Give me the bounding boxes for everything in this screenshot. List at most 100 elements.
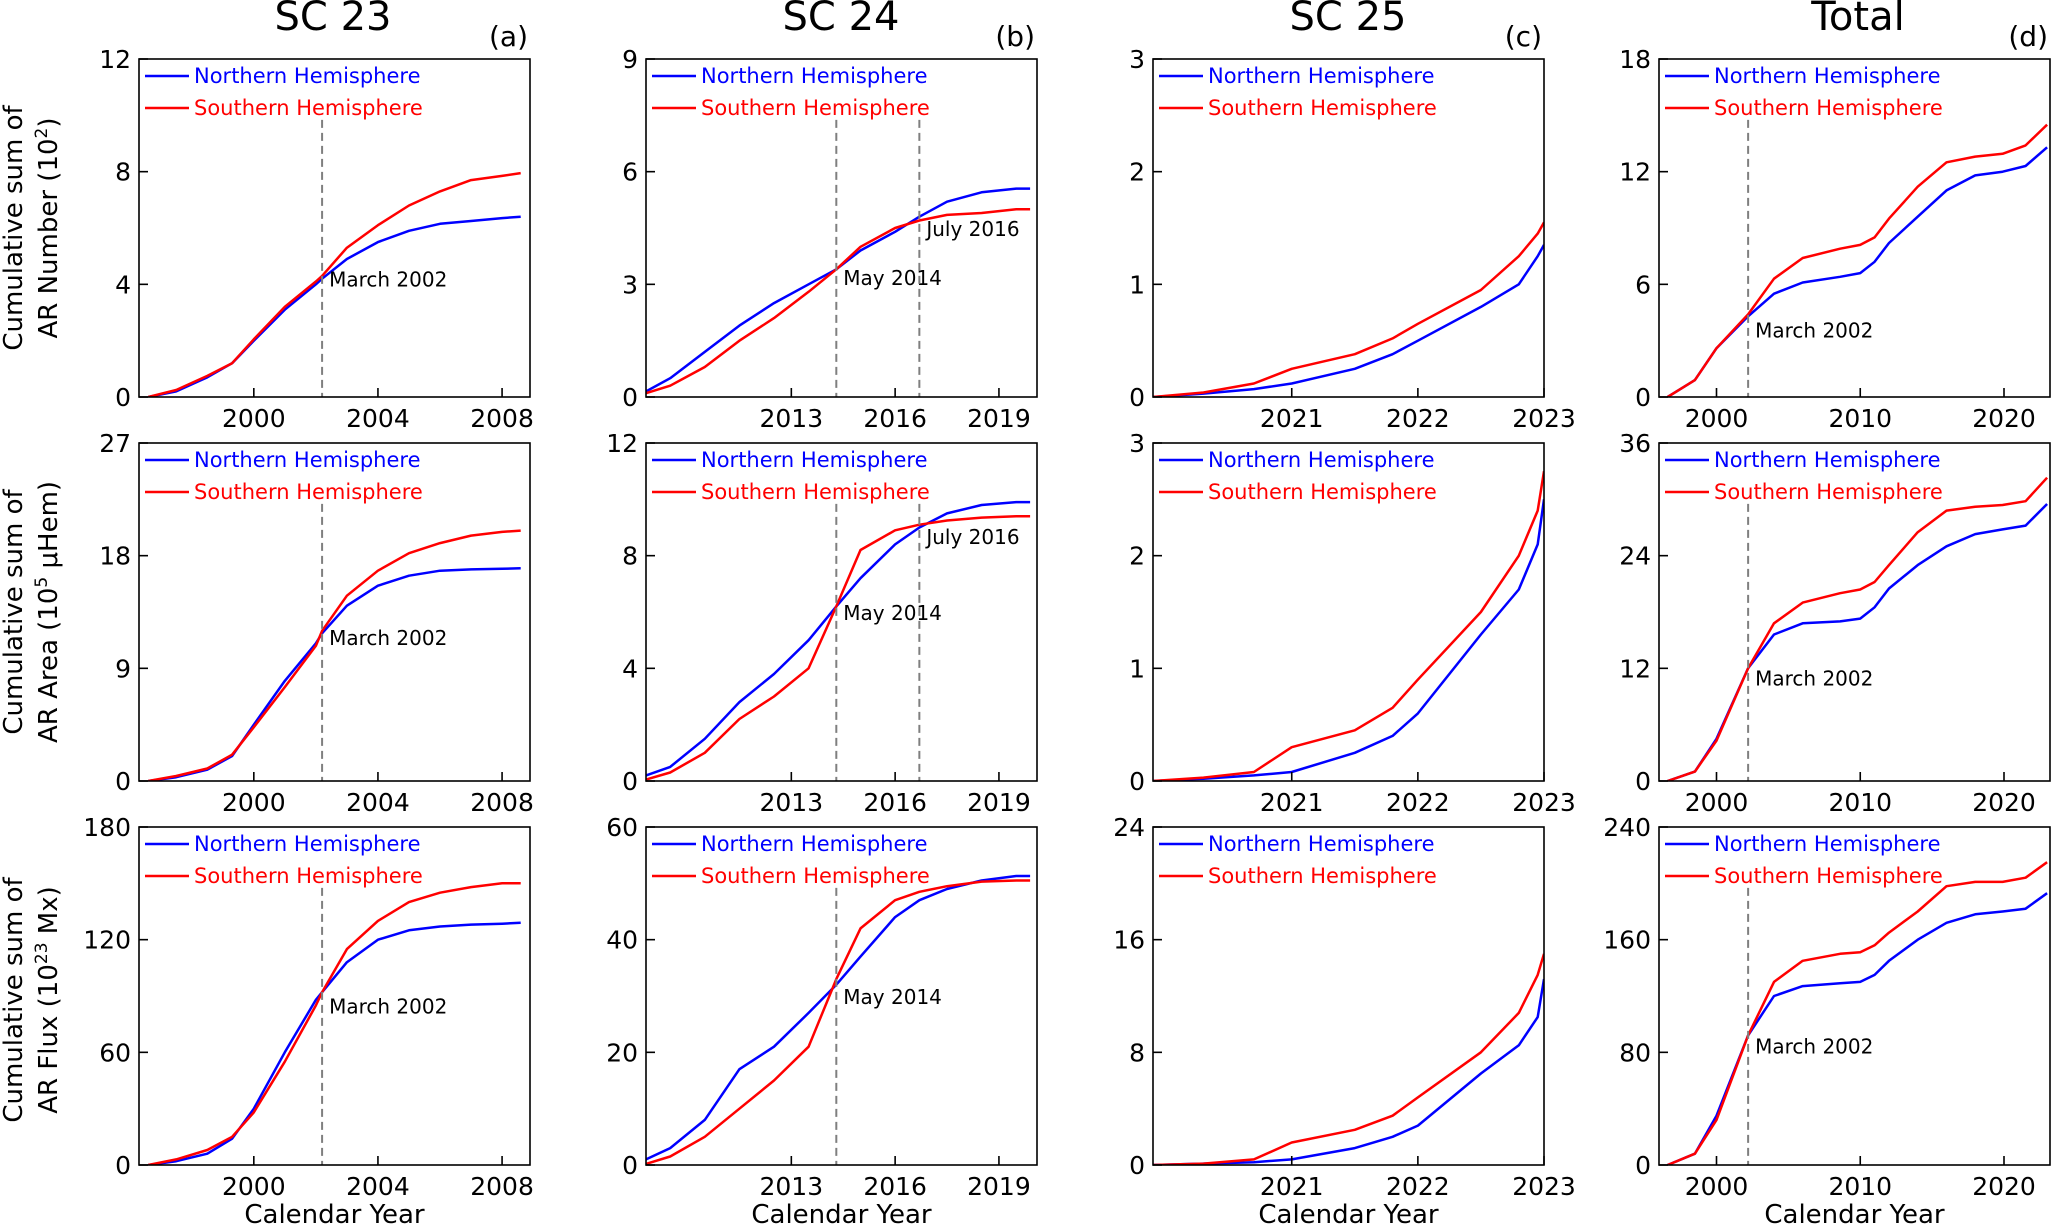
- y-tick-label: 80: [1619, 1038, 1651, 1067]
- series-line-north: [1153, 978, 1544, 1165]
- x-axis-label: Calendar Year: [244, 1200, 425, 1226]
- y-tick-label: 8: [115, 158, 131, 187]
- legend-label-north: Northern Hemisphere: [1714, 448, 1941, 472]
- panel-sc25-flux: 0 8 16 24 2021 2022 2023 Calendar Year Northern …: [1113, 813, 1576, 1226]
- marker-label: March 2002: [329, 626, 447, 650]
- series-line-north: [1666, 146, 2048, 397]
- ylabel-area-unit: μHem): [34, 481, 64, 577]
- marker-label: July 2016: [924, 525, 1019, 549]
- x-tick-label: 2019: [967, 1172, 1031, 1201]
- y-tick-label: 240: [1603, 813, 1651, 842]
- y-tick-label: 0: [1635, 767, 1651, 796]
- y-tick-label: 18: [1619, 45, 1651, 74]
- column-title-sc23: SC 23: [275, 0, 392, 40]
- y-tick-label: 24: [1113, 813, 1145, 842]
- series-line-south: [1153, 471, 1544, 781]
- series-line-south: [1153, 953, 1544, 1165]
- marker-label: May 2014: [843, 601, 942, 625]
- ylabel-number-line1: Cumulative sum of: [0, 104, 29, 350]
- ylabel-flux-line2: AR Flux (1023 Mx): [32, 886, 64, 1114]
- y-tick-label: 3: [1129, 45, 1145, 74]
- axes-frame: [138, 826, 531, 1166]
- column-title-sc25: SC 25: [1290, 0, 1407, 40]
- y-tick-label: 12: [606, 429, 638, 458]
- x-axis-label: Calendar Year: [1258, 1200, 1439, 1226]
- ylabel-number-exponent: 2: [32, 128, 52, 139]
- ylabel-flux-exponent: 23: [32, 942, 52, 964]
- legend-label-south: Southern Hemisphere: [1208, 96, 1437, 120]
- y-tick-label: 9: [622, 45, 638, 74]
- y-tick-label: 24: [1619, 542, 1651, 571]
- x-tick-label: 2010: [1828, 1172, 1892, 1201]
- legend-label-north: Northern Hemisphere: [1208, 448, 1435, 472]
- x-tick-label: 2004: [346, 1172, 410, 1201]
- x-tick-label: 2013: [760, 1172, 824, 1201]
- panel-total-area: March 2002 0 12 24 36 2000 2010 2020 Northern He…: [1619, 429, 2051, 817]
- marker-label: July 2016: [924, 217, 1019, 241]
- ylabel-area-line1: Cumulative sum of: [0, 488, 29, 734]
- axes-frame: [1658, 58, 2051, 398]
- y-tick-label: 27: [99, 429, 131, 458]
- y-tick-label: 0: [622, 767, 638, 796]
- series-line-north: [646, 187, 1031, 393]
- x-tick-label: 2021: [1260, 788, 1324, 817]
- column-title-total: Total: [1810, 0, 1904, 40]
- x-tick-label: 2008: [470, 404, 534, 433]
- axes-frame: [1152, 58, 1545, 398]
- y-tick-label: 12: [1619, 158, 1651, 187]
- legend-label-south: Southern Hemisphere: [701, 864, 930, 888]
- legend-label-south: Southern Hemisphere: [1208, 864, 1437, 888]
- series-line-south: [1153, 221, 1544, 397]
- y-tick-label: 0: [115, 1151, 131, 1180]
- column-title-sc24: SC 24: [783, 0, 900, 40]
- legend-label-north: Northern Hemisphere: [701, 832, 928, 856]
- panel-sc24-number: May 2014 July 2016 0 3 6 9 2013 2016 2019 (b) Nort…: [622, 20, 1038, 433]
- legend-label-south: Southern Hemisphere: [701, 96, 930, 120]
- x-tick-label: 2020: [1972, 788, 2036, 817]
- ylabel-area-line2: AR Area (105 μHem): [32, 481, 64, 743]
- series-line-north: [1153, 499, 1544, 781]
- series-line-south: [148, 529, 521, 781]
- x-tick-label: 2020: [1972, 1172, 2036, 1201]
- axes-frame: [1658, 442, 2051, 782]
- x-tick-label: 2023: [1512, 788, 1576, 817]
- y-tick-label: 8: [1129, 1038, 1145, 1067]
- panel-sc24-flux: May 2014 0 20 40 60 2013 2016 2019 Calendar Year…: [606, 813, 1038, 1226]
- x-tick-label: 2022: [1386, 788, 1450, 817]
- y-tick-label: 12: [99, 45, 131, 74]
- panel-sc23-number: March 2002 0 4 8 12 2000 2004 2008 (a) Northern H…: [99, 20, 534, 433]
- x-tick-label: 2019: [967, 404, 1031, 433]
- x-tick-label: 2023: [1512, 1172, 1576, 1201]
- legend-label-south: Southern Hemisphere: [194, 864, 423, 888]
- legend-label-north: Northern Hemisphere: [1714, 832, 1941, 856]
- y-tick-label: 120: [83, 926, 131, 955]
- ylabel-number-line2: AR Number (102): [32, 117, 64, 338]
- x-tick-label: 2000: [222, 404, 286, 433]
- x-axis-label: Calendar Year: [1764, 1200, 1945, 1226]
- panel-sc24-area: May 2014 July 2016 0 4 8 12 2013 2016 2019 Northe…: [606, 429, 1038, 817]
- axes-frame: [645, 58, 1038, 398]
- x-tick-label: 2016: [863, 1172, 927, 1201]
- y-tick-label: 4: [115, 270, 131, 299]
- y-tick-label: 0: [622, 1151, 638, 1180]
- legend-label-north: Northern Hemisphere: [701, 64, 928, 88]
- axes-frame: [645, 442, 1038, 782]
- x-tick-label: 2000: [1685, 404, 1749, 433]
- panel-total-flux: March 2002 0 80 160 240 2000 2010 2020 Calendar …: [1603, 813, 2051, 1226]
- y-tick-label: 12: [1619, 654, 1651, 683]
- legend-label-north: Northern Hemisphere: [194, 832, 421, 856]
- series-line-south: [646, 879, 1031, 1165]
- ylabel-number-text: AR Number (10: [34, 138, 64, 338]
- y-tick-label: 2: [1129, 542, 1145, 571]
- series-line-south: [646, 514, 1031, 781]
- y-tick-label: 0: [115, 767, 131, 796]
- x-tick-label: 2021: [1260, 1172, 1324, 1201]
- x-tick-label: 2020: [1972, 404, 2036, 433]
- marker-label: March 2002: [329, 994, 447, 1018]
- legend-label-north: Northern Hemisphere: [701, 448, 928, 472]
- y-tick-label: 6: [622, 158, 638, 187]
- y-tick-label: 1: [1129, 270, 1145, 299]
- ylabel-area-text: AR Area (10: [34, 588, 64, 743]
- series-line-north: [1667, 503, 2048, 781]
